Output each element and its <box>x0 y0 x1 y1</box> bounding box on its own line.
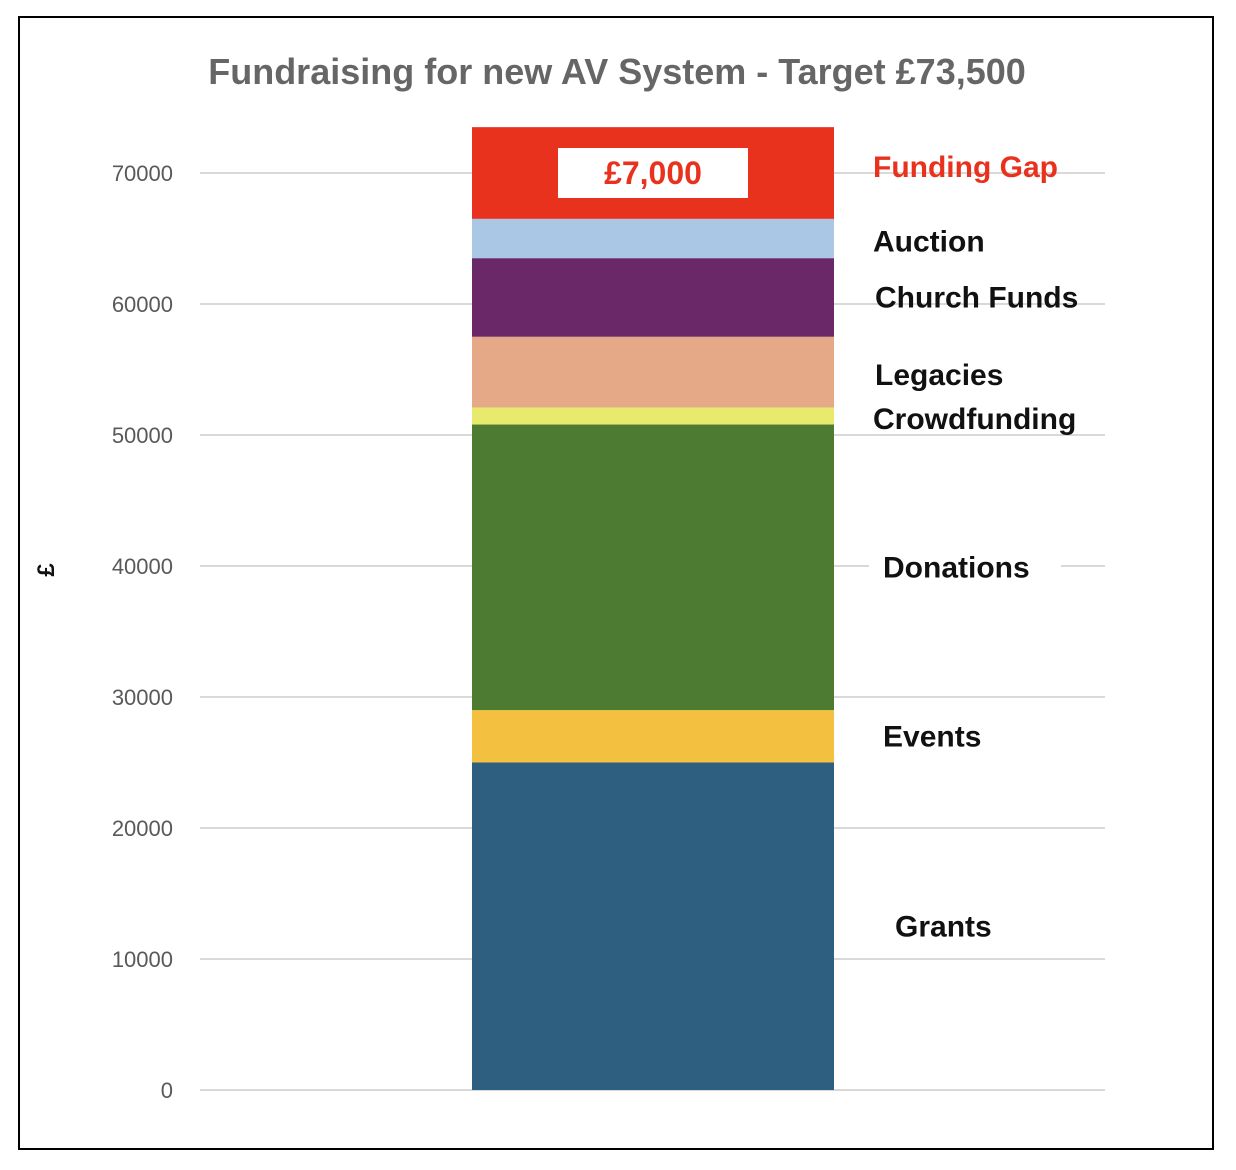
y-tick-label: 0 <box>161 1078 173 1103</box>
y-tick-label: 50000 <box>112 423 173 448</box>
segment-label: Church Funds <box>875 281 1078 314</box>
bar-segment-auction <box>472 218 834 259</box>
bar-segment-legacies <box>472 336 834 408</box>
y-tick-label: 70000 <box>112 161 173 186</box>
label-background <box>869 547 1061 588</box>
segment-labels: Grants Events Donations Crowdfunding Legacie… <box>558 148 1078 947</box>
y-tick-label: 60000 <box>112 292 173 317</box>
y-axis-label: £ <box>33 563 60 577</box>
label-background <box>881 906 1019 947</box>
y-tick-labels: 0 10000 20000 30000 40000 50000 60000 70000 <box>112 161 173 1103</box>
bar-segment-grants <box>472 762 834 1090</box>
segment-label: Events <box>883 720 981 753</box>
segment-label: Donations <box>883 551 1030 584</box>
bar-segment-church-funds <box>472 258 834 337</box>
chart-title: Fundraising for new AV System - Target £… <box>208 51 1026 92</box>
bar-segment-events <box>472 710 834 763</box>
y-tick-label: 10000 <box>112 947 173 972</box>
data-label: £7,000 <box>604 155 702 191</box>
bar-segment-donations <box>472 424 834 711</box>
segment-label: Legacies <box>875 359 1003 392</box>
bar-segment-crowdfunding <box>472 407 834 425</box>
y-tick-label: 30000 <box>112 685 173 710</box>
stacked-bar <box>472 127 834 1090</box>
y-tick-label: 20000 <box>112 816 173 841</box>
y-tick-label: 40000 <box>112 554 173 579</box>
segment-label: Funding Gap <box>873 151 1058 184</box>
segment-label: Auction <box>873 226 985 259</box>
segment-label: Grants <box>895 910 992 943</box>
segment-label: Crowdfunding <box>873 403 1076 436</box>
data-label-box <box>558 148 748 198</box>
